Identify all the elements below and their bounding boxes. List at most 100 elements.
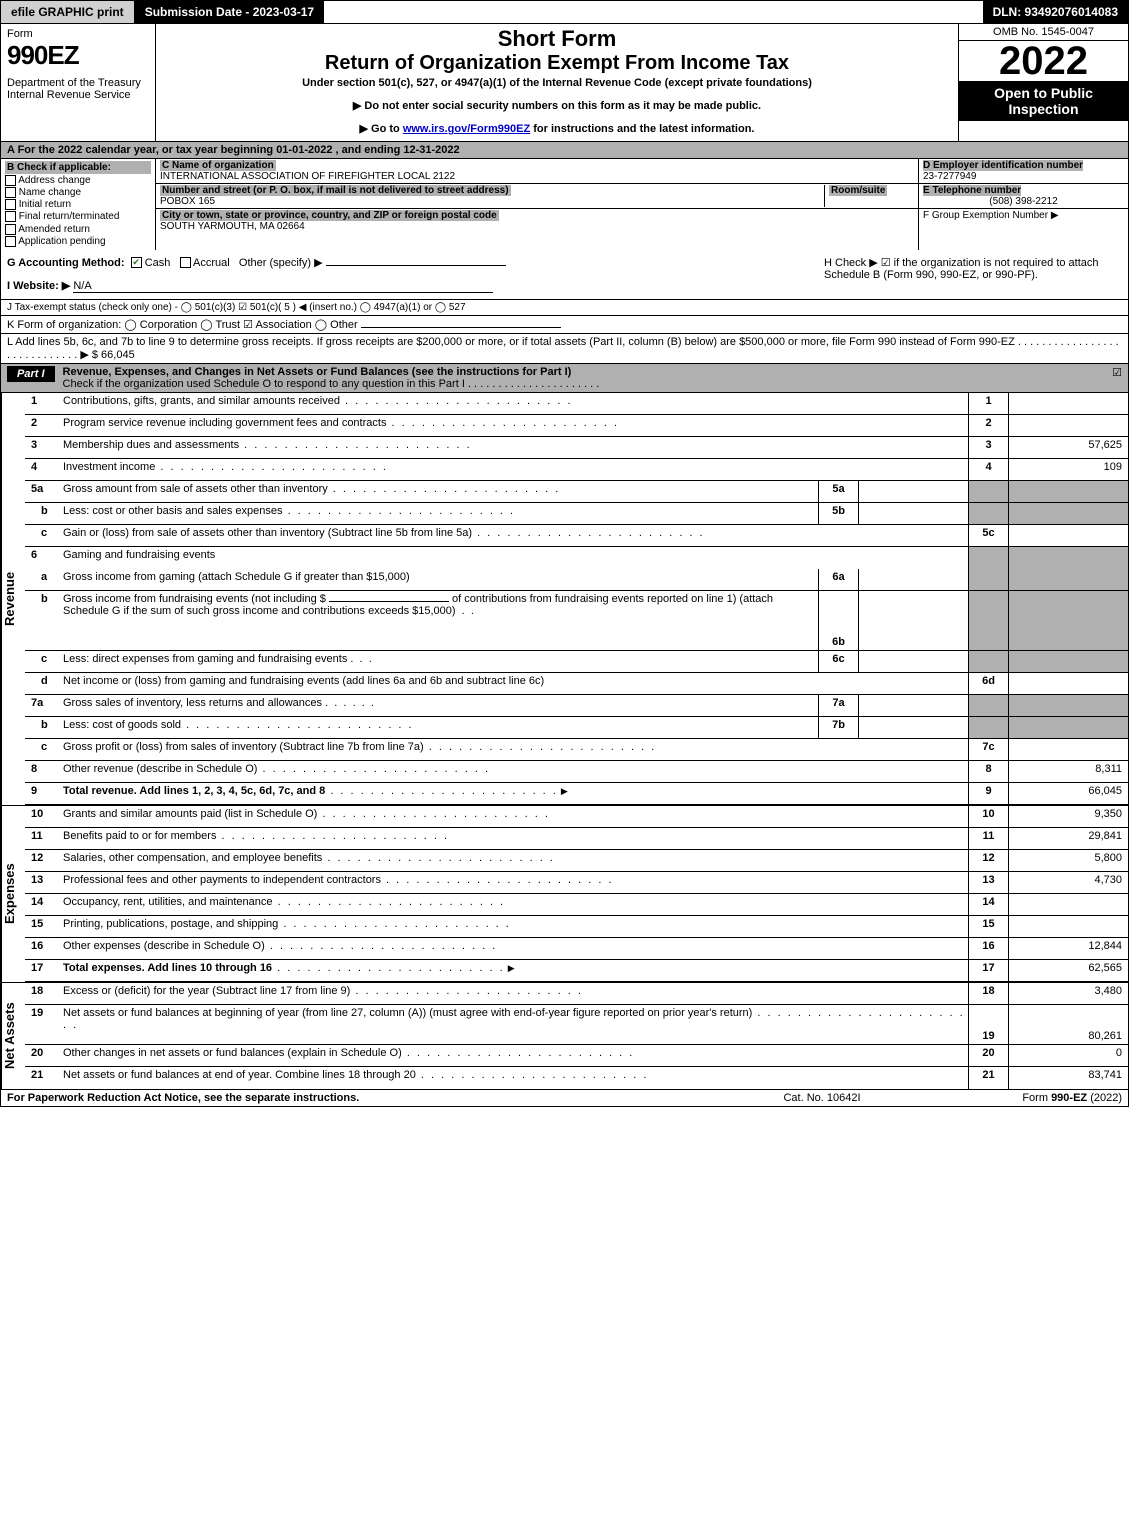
line-9-box: 9 (968, 783, 1008, 804)
submission-date-button[interactable]: Submission Date - 2023-03-17 (135, 1, 325, 23)
line-7a: 7a Gross sales of inventory, less return… (25, 695, 1128, 717)
return-title: Return of Organization Exempt From Incom… (162, 52, 952, 75)
line-18-num: 18 (25, 983, 61, 1004)
chk-application-pending[interactable]: Application pending (5, 236, 151, 247)
expenses-side-label: Expenses (1, 806, 25, 982)
line-20-box: 20 (968, 1045, 1008, 1066)
l-text: L Add lines 5b, 6c, and 7b to line 9 to … (7, 336, 1119, 361)
chk-cash[interactable] (131, 257, 142, 268)
line-18: 18 Excess or (deficit) for the year (Sub… (25, 983, 1128, 1005)
line-2-num: 2 (25, 415, 61, 436)
line-8-box: 8 (968, 761, 1008, 782)
chk-amended-return-label: Amended return (18, 224, 90, 235)
revenue-body: 1 Contributions, gifts, grants, and simi… (25, 393, 1128, 805)
chk-initial-return[interactable]: Initial return (5, 199, 151, 210)
netassets-section: Net Assets 18 Excess or (deficit) for th… (0, 982, 1129, 1090)
c-room-hdr: Room/suite (829, 185, 887, 196)
chk-final-return[interactable]: Final return/terminated (5, 211, 151, 222)
chk-final-return-label: Final return/terminated (19, 212, 120, 223)
line-14-amt (1008, 894, 1128, 915)
col-h: H Check ▶ ☑ if the organization is not r… (818, 250, 1128, 299)
line-7b-num: b (25, 717, 61, 738)
line-1-num: 1 (25, 393, 61, 414)
i-row: I Website: ▶ N/A (7, 279, 812, 293)
line-18-box: 18 (968, 983, 1008, 1004)
line-14-box: 14 (968, 894, 1008, 915)
d-tel-row: E Telephone number (508) 398-2212 (919, 184, 1128, 209)
chk-accrual[interactable] (180, 257, 191, 268)
g-other-input[interactable] (326, 265, 506, 266)
line-6a-inbox: 6a (818, 569, 858, 590)
g-label: G Accounting Method: (7, 257, 125, 269)
tel-value: (508) 398-2212 (923, 196, 1124, 207)
line-8-num: 8 (25, 761, 61, 782)
line-1-box: 1 (968, 393, 1008, 414)
col-b: B Check if applicable: Address change Na… (1, 159, 156, 250)
line-21-box: 21 (968, 1067, 1008, 1089)
short-form-title: Short Form (162, 26, 952, 52)
line-3-num: 3 (25, 437, 61, 458)
d-grp-row: F Group Exemption Number ▶ (919, 209, 1128, 222)
note-goto-pre: ▶ Go to (360, 123, 403, 135)
d-ein-hdr: D Employer identification number (923, 160, 1083, 171)
chk-address-change[interactable]: Address change (5, 175, 151, 186)
line-13-num: 13 (25, 872, 61, 893)
chk-name-change-label: Name change (19, 187, 81, 198)
line-14: 14 Occupancy, rent, utilities, and maint… (25, 894, 1128, 916)
chk-amended-return[interactable]: Amended return (5, 224, 151, 235)
form-header-right: OMB No. 1545-0047 2022 Open to Public In… (958, 24, 1128, 141)
form-header-mid: Short Form Return of Organization Exempt… (156, 24, 958, 141)
line-6-box (968, 547, 1008, 569)
footer-right: Form 990-EZ (2022) (922, 1092, 1122, 1104)
line-6b-box (968, 591, 1008, 650)
c-city-hdr: City or town, state or province, country… (160, 210, 499, 221)
line-16-amt: 12,844 (1008, 938, 1128, 959)
g-accrual-label: Accrual (193, 257, 230, 269)
website-value: N/A (73, 280, 493, 293)
line-12-amt: 5,800 (1008, 850, 1128, 871)
irs-link[interactable]: www.irs.gov/Form990EZ (403, 123, 530, 135)
g-cash-label: Cash (145, 257, 171, 269)
line-7c-box: 7c (968, 739, 1008, 760)
line-6d-box: 6d (968, 673, 1008, 694)
line-19-desc: Net assets or fund balances at beginning… (61, 1005, 968, 1044)
form-word: Form (7, 28, 149, 40)
line-6a-amt (1008, 569, 1128, 590)
ein-value: 23-7277949 (923, 171, 976, 182)
line-2-amt (1008, 415, 1128, 436)
revenue-section: Revenue 1 Contributions, gifts, grants, … (0, 393, 1129, 805)
under-section: Under section 501(c), 527, or 4947(a)(1)… (162, 77, 952, 89)
line-5c-num: c (25, 525, 61, 546)
efile-print-button[interactable]: efile GRAPHIC print (1, 1, 135, 23)
line-2-desc: Program service revenue including govern… (61, 415, 968, 436)
line-18-amt: 3,480 (1008, 983, 1128, 1004)
part-i-check[interactable]: ☑ (1098, 366, 1122, 379)
line-7c-num: c (25, 739, 61, 760)
line-6b-blank[interactable] (329, 601, 449, 602)
line-13-box: 13 (968, 872, 1008, 893)
line-3-box: 3 (968, 437, 1008, 458)
col-g: G Accounting Method: Cash Accrual Other … (1, 250, 818, 299)
line-8-amt: 8,311 (1008, 761, 1128, 782)
note-goto-post: for instructions and the latest informat… (530, 123, 754, 135)
expenses-section: Expenses 10 Grants and similar amounts p… (0, 805, 1129, 982)
b-header: B Check if applicable: (5, 161, 151, 174)
line-5b-inbox: 5b (818, 503, 858, 524)
line-1-amt (1008, 393, 1128, 414)
line-7a-inval (858, 695, 968, 716)
line-20: 20 Other changes in net assets or fund b… (25, 1045, 1128, 1067)
line-6: 6 Gaming and fundraising events (25, 547, 1128, 569)
line-11-desc: Benefits paid to or for members (61, 828, 968, 849)
line-5c-amt (1008, 525, 1128, 546)
form-header-left: Form 990EZ Department of the Treasury In… (1, 24, 156, 141)
k-other-input[interactable] (361, 327, 561, 328)
line-6c-amt (1008, 651, 1128, 672)
org-street: POBOX 165 (160, 196, 215, 207)
tax-year: 2022 (959, 41, 1128, 81)
line-6b-inval (858, 591, 968, 650)
footer-center: Cat. No. 10642I (722, 1092, 922, 1104)
chk-name-change[interactable]: Name change (5, 187, 151, 198)
line-10-desc: Grants and similar amounts paid (list in… (61, 806, 968, 827)
part-i-header: Part I Revenue, Expenses, and Changes in… (0, 364, 1129, 393)
line-7c-desc: Gross profit or (loss) from sales of inv… (61, 739, 968, 760)
